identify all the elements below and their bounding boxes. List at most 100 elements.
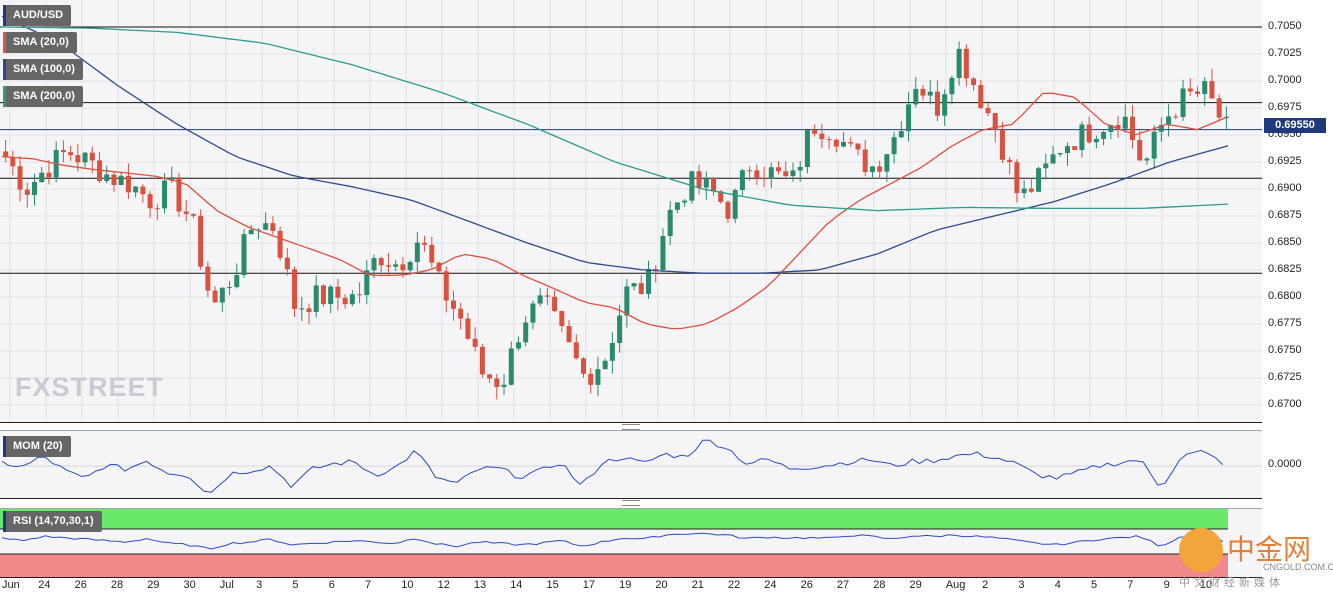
candle-body[interactable]	[508, 348, 514, 385]
candle-body[interactable]	[609, 343, 615, 361]
candle-body[interactable]	[1187, 88, 1193, 92]
candle-body[interactable]	[747, 170, 753, 172]
candle-body[interactable]	[176, 177, 182, 212]
candle-body[interactable]	[306, 308, 312, 312]
candle-body[interactable]	[133, 186, 139, 193]
pane-resize-handle-mom[interactable]	[622, 424, 640, 430]
pane-resize-handle-rsi[interactable]	[622, 500, 640, 506]
candle-body[interactable]	[1202, 81, 1208, 94]
candle-body[interactable]	[111, 174, 117, 185]
candle-body[interactable]	[696, 171, 702, 188]
candle-body[interactable]	[754, 170, 760, 179]
candle-body[interactable]	[595, 369, 601, 385]
candle-body[interactable]	[1028, 188, 1034, 192]
candle-body[interactable]	[1115, 125, 1121, 129]
candle-body[interactable]	[32, 181, 38, 195]
candle-body[interactable]	[718, 191, 724, 202]
candle-body[interactable]	[270, 223, 276, 231]
candle-body[interactable]	[39, 172, 45, 182]
candle-body[interactable]	[349, 294, 355, 305]
candle-body[interactable]	[537, 295, 543, 304]
candle-body[interactable]	[104, 174, 110, 181]
candle-body[interactable]	[118, 175, 124, 185]
candle-body[interactable]	[1137, 139, 1143, 161]
candle-body[interactable]	[443, 271, 449, 301]
candle-body[interactable]	[1144, 158, 1150, 161]
candle-body[interactable]	[292, 269, 298, 309]
candle-body[interactable]	[378, 258, 384, 266]
candle-body[interactable]	[703, 178, 709, 188]
candle-body[interactable]	[1173, 116, 1179, 118]
candle-body[interactable]	[89, 152, 95, 161]
candle-body[interactable]	[566, 325, 572, 343]
momentum-pane[interactable]	[0, 430, 1262, 499]
candle-body[interactable]	[906, 104, 912, 132]
candle-body[interactable]	[1216, 98, 1222, 118]
candle-body[interactable]	[1050, 154, 1056, 164]
candle-body[interactable]	[631, 283, 637, 287]
candle-body[interactable]	[400, 264, 406, 271]
candle-body[interactable]	[479, 346, 485, 375]
candle-body[interactable]	[812, 130, 818, 134]
candle-body[interactable]	[1194, 91, 1200, 94]
candle-body[interactable]	[855, 143, 861, 150]
candle-body[interactable]	[140, 186, 146, 195]
candle-body[interactable]	[422, 242, 428, 245]
candle-body[interactable]	[739, 170, 745, 191]
candle-body[interactable]	[1122, 116, 1128, 129]
candle-body[interactable]	[335, 286, 341, 298]
candle-body[interactable]	[46, 172, 52, 178]
candle-body[interactable]	[819, 133, 825, 140]
legend-sma-200-0-[interactable]: SMA (200,0)	[3, 86, 83, 107]
candle-body[interactable]	[147, 194, 153, 209]
candle-body[interactable]	[320, 285, 326, 305]
candle-body[interactable]	[999, 129, 1005, 160]
candle-body[interactable]	[429, 244, 435, 263]
rsi-legend[interactable]: RSI (14,70,30,1)	[3, 511, 102, 532]
candle-body[interactable]	[971, 78, 977, 85]
candle-body[interactable]	[465, 318, 471, 339]
candle-body[interactable]	[776, 167, 782, 172]
candle-body[interactable]	[978, 84, 984, 108]
candle-body[interactable]	[732, 190, 738, 219]
candle-body[interactable]	[934, 91, 940, 116]
legend-aud-usd[interactable]: AUD/USD	[3, 5, 72, 26]
candle-body[interactable]	[992, 113, 998, 130]
candle-body[interactable]	[1036, 168, 1042, 192]
candle-body[interactable]	[313, 285, 319, 312]
candle-body[interactable]	[277, 230, 283, 258]
candle-body[interactable]	[617, 315, 623, 344]
candle-body[interactable]	[790, 170, 796, 177]
candle-body[interactable]	[501, 384, 507, 387]
candle-body[interactable]	[848, 142, 854, 144]
candle-body[interactable]	[162, 180, 168, 209]
candle-body[interactable]	[841, 142, 847, 147]
candle-body[interactable]	[183, 211, 189, 215]
candle-body[interactable]	[198, 215, 204, 267]
candle-body[interactable]	[869, 166, 875, 173]
candle-body[interactable]	[624, 286, 630, 316]
candle-body[interactable]	[985, 107, 991, 114]
candle-body[interactable]	[768, 167, 774, 179]
candle-body[interactable]	[646, 268, 652, 295]
candle-body[interactable]	[862, 149, 868, 173]
candle-body[interactable]	[3, 151, 9, 157]
candle-body[interactable]	[241, 234, 247, 276]
candle-body[interactable]	[227, 287, 233, 289]
legend-sma-20-0-[interactable]: SMA (20,0)	[3, 32, 77, 53]
candle-body[interactable]	[783, 171, 789, 177]
candle-body[interactable]	[82, 152, 88, 163]
candle-body[interactable]	[638, 283, 644, 295]
candle-body[interactable]	[552, 296, 558, 312]
candle-body[interactable]	[1108, 125, 1114, 132]
mom-legend[interactable]: MOM (20)	[3, 436, 71, 457]
candle-body[interactable]	[602, 360, 608, 370]
candle-body[interactable]	[364, 270, 370, 296]
candle-body[interactable]	[1101, 131, 1107, 139]
candle-body[interactable]	[1158, 124, 1164, 132]
candle-body[interactable]	[263, 223, 269, 230]
candle-body[interactable]	[949, 77, 955, 95]
candle-body[interactable]	[711, 178, 717, 192]
candle-body[interactable]	[884, 154, 890, 172]
candle-body[interactable]	[169, 177, 175, 181]
